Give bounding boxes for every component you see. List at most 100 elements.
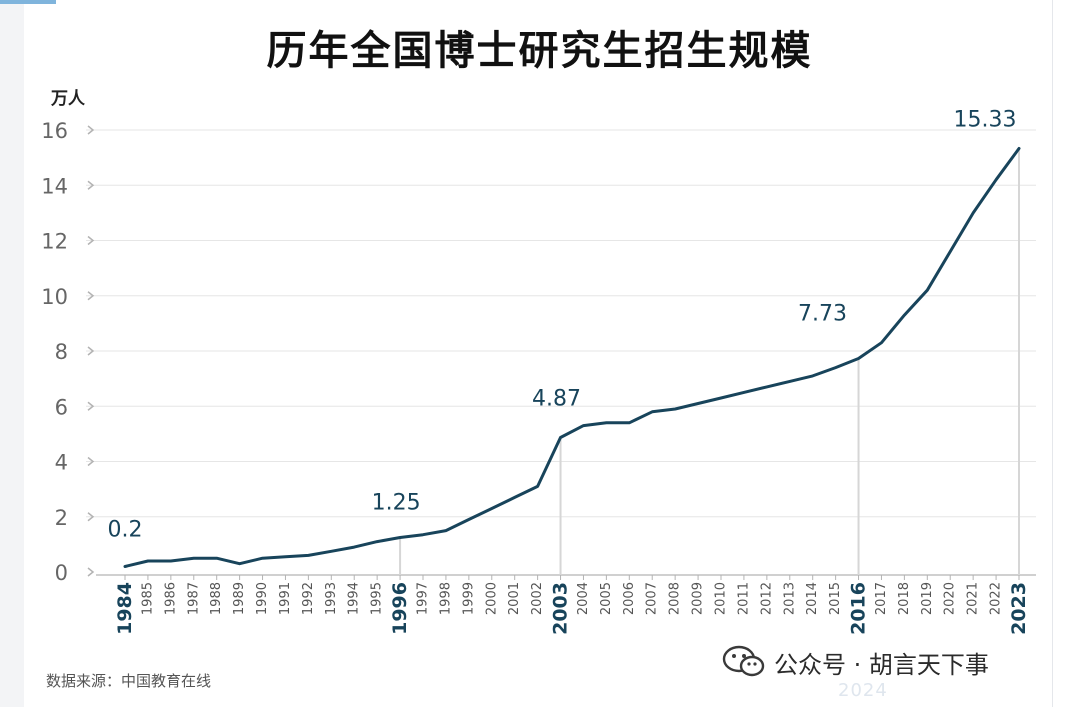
data-point [261,557,264,560]
x-tick-label: 2001 [507,582,522,615]
data-point [238,562,241,565]
data-point [284,555,287,558]
data-point [582,424,585,427]
x-tick-label: 2011 [736,582,751,615]
data-point [674,408,677,411]
x-tick-label: 2003 [550,582,572,635]
x-tick-label: 2010 [714,582,729,615]
x-tick-label: 1998 [438,582,453,615]
data-point [811,374,814,377]
x-tick-label: 1985 [140,582,155,615]
data-point [1018,147,1021,150]
data-point [765,385,768,388]
x-tick-label: 2005 [599,582,614,615]
x-tick-label: 2021 [966,582,981,615]
y-tick-mark [87,235,95,246]
x-tick-label: 2009 [691,582,706,615]
data-point [467,518,470,521]
data-point [169,559,172,562]
x-tick-label: 1988 [209,582,224,615]
data-point [880,341,883,344]
y-tick-label: 4 [55,451,68,475]
data-label: 7.73 [798,301,847,326]
x-tick-label: 1989 [232,582,247,615]
data-point [972,211,975,214]
x-tick-label: 1984 [114,582,136,635]
data-point [444,529,447,532]
data-point [353,546,356,549]
y-tick-label: 0 [55,561,68,585]
data-point [697,402,700,405]
data-label: 1.25 [372,490,421,515]
data-source: 数据来源：中国教育在线 [46,672,212,690]
x-tick-label: 1987 [186,582,201,615]
data-point [834,366,837,369]
chart-title: 历年全国博士研究生招生规模 [266,28,813,74]
data-point [215,557,218,560]
data-point [307,554,310,557]
x-tick-label: 1999 [461,582,476,615]
x-tick-label: 1992 [301,582,316,615]
data-point [513,496,516,499]
x-tick-label: 2014 [805,582,820,615]
x-tick-label: 1996 [389,582,411,635]
x-tick-label: 2002 [530,582,545,615]
x-tick-label: 2004 [576,582,591,615]
y-tick-mark [87,180,95,190]
y-tick-label: 12 [41,230,68,254]
x-tick-label: 2016 [848,582,870,635]
x-tick-label: 2020 [943,582,958,615]
y-tick-label: 14 [41,174,68,198]
watermark-text: 公众号 · 胡言天下事 [774,650,989,679]
data-label: 0.2 [108,517,143,542]
x-tick-label: 1994 [347,582,362,615]
data-point [788,380,791,383]
y-tick-label: 2 [55,506,68,530]
wechat-icon [722,645,765,677]
data-point [742,391,745,394]
watermark: 公众号 · 胡言天下事 [722,644,989,680]
data-point [490,507,493,510]
y-axis-label: 万人 [50,89,86,109]
y-tick-mark [87,401,95,411]
data-point [949,250,952,253]
y-tick-label: 16 [41,119,68,143]
x-tick-label: 1995 [370,582,385,615]
left-strip [0,0,24,707]
data-point [124,565,127,568]
x-tick-label: 1991 [278,582,293,615]
x-tick-label: 2019 [920,582,935,615]
data-point [559,436,562,439]
x-tick-label: 2012 [759,582,774,615]
x-tick-label: 2015 [828,582,843,615]
data-point [903,314,906,317]
data-point [857,357,860,360]
data-point [995,178,998,181]
series-line [123,147,1021,568]
watermark-ghost: 2024 [838,680,888,701]
data-label: 15.33 [954,108,1017,133]
x-tick-label: 1997 [416,582,431,615]
x-tick-label: 2000 [484,582,499,615]
y-tick-mark [87,567,95,577]
data-point [651,410,654,413]
corner-tab [0,0,56,4]
x-tick-label: 2023 [1008,582,1030,635]
data-point [376,540,379,543]
data-point [192,557,195,560]
y-tick-label: 10 [41,285,68,309]
data-point [399,536,402,539]
data-point [720,396,723,399]
data-label: 4.87 [532,386,581,411]
right-border [1052,0,1053,707]
y-tick-label: 6 [55,395,68,419]
x-tick-label: 1993 [324,582,339,615]
x-tick-label: 2013 [782,582,797,615]
x-tick-label: 1986 [163,582,178,615]
x-tick-label: 2017 [874,582,889,615]
data-point [605,421,608,424]
data-point [146,559,149,562]
y-tick-label: 8 [55,340,68,364]
y-tick-mark [87,346,95,356]
